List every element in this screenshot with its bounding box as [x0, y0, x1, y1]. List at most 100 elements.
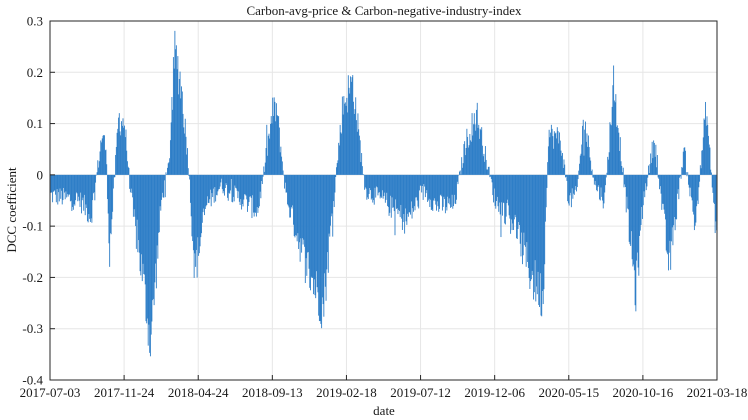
- dcc-bar: [223, 174, 225, 192]
- dcc-bar: [361, 153, 363, 175]
- dcc-bar: [315, 174, 317, 299]
- dcc-bar: [693, 174, 695, 231]
- dcc-bar: [433, 174, 435, 199]
- dcc-bar: [517, 174, 519, 229]
- dcc-bar: [679, 174, 681, 178]
- dcc-bar: [657, 174, 659, 178]
- dcc-bar: [516, 174, 518, 239]
- dcc-bar: [119, 131, 121, 175]
- dcc-bar: [559, 132, 560, 175]
- dcc-bar: [224, 174, 226, 188]
- dcc-bar: [276, 115, 278, 175]
- dcc-bar: [149, 174, 151, 357]
- dcc-bar: [431, 174, 433, 210]
- dcc-bar: [473, 113, 475, 175]
- dcc-bar: [476, 109, 477, 175]
- dcc-bar: [133, 174, 135, 210]
- dcc-bar: [361, 166, 363, 175]
- dcc-bar: [664, 174, 666, 214]
- dcc-bar: [553, 131, 555, 175]
- dcc-bar: [379, 174, 381, 199]
- x-tick-label: 2018-09-13: [242, 385, 303, 400]
- dcc-bar: [399, 174, 401, 218]
- dcc-bar: [208, 174, 210, 204]
- dcc-bar: [175, 49, 177, 175]
- dcc-bar: [424, 174, 426, 187]
- dcc-bar: [467, 147, 469, 175]
- dcc-bar: [259, 174, 261, 192]
- dcc-bar: [708, 144, 710, 175]
- dcc-bar: [353, 113, 355, 175]
- dcc-bar: [58, 174, 60, 202]
- dcc-bar: [69, 174, 71, 202]
- dcc-bar: [267, 135, 269, 175]
- dcc-bar: [348, 87, 350, 175]
- dcc-bar: [614, 102, 616, 175]
- dcc-bar: [271, 123, 273, 175]
- dcc-bar: [623, 174, 625, 188]
- dcc-bar: [290, 174, 292, 208]
- dcc-bar: [320, 174, 322, 324]
- dcc-bar: [682, 151, 684, 175]
- dcc-bar: [189, 174, 191, 203]
- dcc-bar: [524, 174, 526, 247]
- dcc-bar: [269, 138, 271, 175]
- dcc-bar: [458, 174, 460, 176]
- y-axis-ticks: 0.3 0.2 0.1 0 -0.1 -0.2 -0.3 -0.4: [22, 14, 55, 388]
- dcc-bar: [167, 167, 168, 175]
- dcc-bar: [333, 174, 335, 208]
- dcc-bar: [253, 174, 255, 217]
- dcc-bar: [137, 174, 139, 253]
- dcc-bar: [248, 174, 250, 203]
- dcc-bar: [613, 100, 615, 175]
- dcc-bar: [52, 174, 54, 192]
- dcc-bar: [537, 174, 539, 272]
- dcc-bar: [148, 174, 150, 325]
- dcc-bar: [703, 118, 705, 175]
- dcc-bar: [196, 174, 198, 278]
- dcc-bar: [580, 153, 582, 175]
- dcc-bar: [532, 174, 534, 276]
- dcc-bar: [296, 174, 298, 242]
- dcc-bar: [418, 174, 420, 191]
- dcc-bar: [642, 174, 644, 206]
- dcc-bar: [302, 174, 304, 245]
- dcc-bar: [545, 174, 547, 208]
- dcc-bar: [670, 174, 672, 242]
- dcc-bar: [327, 174, 328, 253]
- dcc-bar: [65, 174, 67, 192]
- x-axis-ticks: 2017-07-03 2017-11-24 2018-04-24 2018-09-13…: [20, 375, 747, 400]
- dcc-bar: [643, 174, 645, 192]
- dcc-bar: [281, 161, 283, 175]
- dcc-bar: [584, 129, 586, 175]
- dcc-bar: [501, 174, 503, 216]
- dcc-bar: [287, 174, 289, 206]
- dcc-bar: [667, 174, 669, 255]
- dcc-bar: [182, 113, 184, 175]
- dcc-bar: [715, 174, 717, 222]
- dcc-bar: [60, 174, 62, 199]
- dcc-bar: [586, 133, 588, 175]
- dcc-bar: [539, 174, 540, 307]
- dcc-bar: [174, 30, 176, 175]
- dcc-bar: [548, 129, 550, 175]
- dcc-bar: [572, 174, 574, 199]
- dcc-bar: [653, 142, 655, 175]
- dcc-bar: [678, 174, 680, 200]
- dcc-bar: [345, 105, 347, 175]
- dcc-bar: [279, 152, 281, 175]
- dcc-bar: [612, 85, 614, 175]
- dcc-bar: [552, 136, 554, 175]
- dcc-bar: [308, 174, 310, 269]
- dcc-bar: [514, 174, 516, 215]
- dcc-bar: [61, 174, 63, 205]
- dcc-bar: [128, 167, 130, 175]
- dcc-bar: [607, 159, 609, 175]
- dcc-bar: [108, 174, 110, 244]
- dcc-bar: [436, 174, 438, 202]
- dcc-bar: [544, 174, 546, 265]
- dcc-bar: [496, 174, 498, 197]
- dcc-bar: [455, 174, 457, 205]
- dcc-bar: [351, 77, 353, 175]
